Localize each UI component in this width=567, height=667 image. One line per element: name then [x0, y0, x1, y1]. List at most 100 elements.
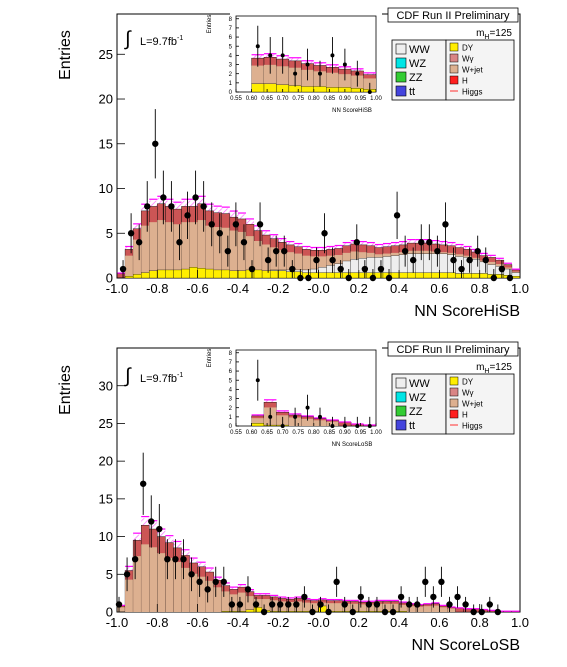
data-point — [256, 221, 264, 228]
bar-wjet — [455, 254, 464, 257]
bar-wjet — [237, 231, 246, 271]
data-point — [337, 265, 344, 273]
data-point — [305, 274, 312, 282]
data-point — [381, 608, 389, 616]
data-point — [426, 239, 433, 246]
inset-data-points — [255, 359, 372, 428]
y-tick-label: 7 — [229, 360, 233, 366]
y-tick-label: 1 — [229, 415, 233, 421]
bar-wjet — [133, 239, 142, 275]
x-tick-label: 0.75 — [292, 96, 304, 102]
bar-wjet — [165, 557, 174, 612]
bar-wjet — [125, 255, 134, 277]
bar-ww — [487, 264, 496, 275]
legend-label: WZ — [409, 58, 426, 70]
bar-wjet — [374, 603, 383, 612]
bar-ww — [415, 253, 424, 273]
data-point — [148, 518, 155, 525]
bar-wjet — [415, 606, 424, 612]
y-tick-label: 0 — [106, 271, 113, 286]
bar-wjet — [334, 603, 343, 612]
data-point — [135, 239, 143, 246]
bar-wjet — [181, 222, 190, 270]
legend-label: Wγ — [462, 55, 474, 64]
x-tick-label: 0.8 — [471, 281, 489, 296]
x-tick-label: 1.0 — [511, 281, 529, 296]
panel-losb: -1.0 -0.8 -0.6 -0.4 -0.2 -0.0 0.2 0.4 0.6 0.8 1.00… — [57, 341, 529, 654]
legend-label: WW — [409, 44, 430, 56]
bar-wjet — [382, 603, 392, 612]
bar-dy — [423, 272, 432, 279]
bar-dy — [310, 272, 319, 279]
data-point — [330, 53, 335, 58]
data-point — [355, 424, 360, 428]
bar-wjet — [358, 604, 367, 612]
data-point — [119, 265, 127, 273]
x-tick-label: 0.8 — [471, 615, 489, 630]
bar-dy — [213, 269, 222, 279]
y-tick-label: 25 — [99, 416, 113, 431]
bar-dy — [278, 270, 287, 279]
bar-wjet — [237, 592, 246, 612]
data-point — [172, 556, 179, 563]
bar-dy — [447, 272, 456, 279]
panel-hisb: -1.0 -0.8 -0.6 -0.4 -0.2 -0.0 0.2 0.4 0.6 0.8 1.00… — [57, 7, 529, 320]
data-point — [127, 230, 135, 237]
bar-wjet — [302, 602, 311, 612]
bar-ww — [431, 253, 440, 273]
uncertainty-band — [197, 563, 206, 570]
bar-dy — [294, 611, 303, 613]
data-point — [318, 71, 322, 76]
bar-dy — [165, 269, 174, 279]
lumi-text: L=9.7fb — [140, 373, 177, 385]
x-tick-label: 0.4 — [390, 281, 408, 296]
title-frame — [387, 341, 519, 357]
inset-x-label: NN ScoreHiSB — [332, 108, 372, 114]
data-point — [272, 247, 280, 255]
y-tick-label: 3 — [229, 397, 233, 403]
y-tick-label: 6 — [229, 35, 233, 41]
bar-wjet — [415, 250, 424, 254]
uncertainty-band — [165, 537, 174, 548]
data-point — [281, 247, 288, 255]
data-point — [277, 601, 284, 608]
legend-swatch — [395, 391, 407, 403]
data-point — [342, 62, 347, 67]
bar-ww — [326, 265, 335, 273]
data-point — [305, 62, 310, 67]
uncertainty-band — [133, 534, 142, 546]
inset-data-points — [255, 25, 372, 94]
bar-wjet — [245, 236, 255, 270]
data-point — [268, 53, 273, 58]
uncertainty-band — [125, 567, 134, 574]
lumi-superscript: -1 — [177, 372, 183, 379]
bar-ww — [310, 268, 319, 273]
data-point — [160, 194, 167, 201]
bar-dy — [251, 83, 265, 93]
y-tick-label: 15 — [99, 136, 113, 151]
data-point — [309, 608, 316, 616]
legend-label: Higgs — [462, 88, 482, 97]
legend-label: DY — [462, 378, 474, 387]
bar-ww — [390, 255, 400, 273]
y-tick-label: 10 — [99, 529, 113, 544]
uncertainty-band — [133, 224, 142, 233]
inset-y-label: Entries — [207, 349, 213, 368]
bar-ww — [479, 261, 488, 274]
bar-dy — [342, 611, 351, 613]
data-point — [208, 221, 215, 228]
x-tick-label: 0.55 — [230, 96, 242, 102]
lumi-label: ∫ L=9.7fb-1 — [124, 365, 183, 387]
x-tick-label: -0.0 — [307, 615, 329, 630]
data-point — [289, 265, 296, 273]
x-tick-label: -0.6 — [186, 281, 208, 296]
bar-wjet — [141, 544, 150, 612]
data-point — [397, 593, 405, 601]
x-tick-label: 0.70 — [277, 96, 289, 102]
bar-ww — [439, 253, 448, 273]
y-tick-label: 15 — [99, 491, 113, 506]
bar-wjet — [326, 72, 339, 88]
uncertainty-band — [173, 542, 182, 553]
y-tick-label: 20 — [99, 454, 113, 469]
bar-wjet — [447, 252, 456, 255]
